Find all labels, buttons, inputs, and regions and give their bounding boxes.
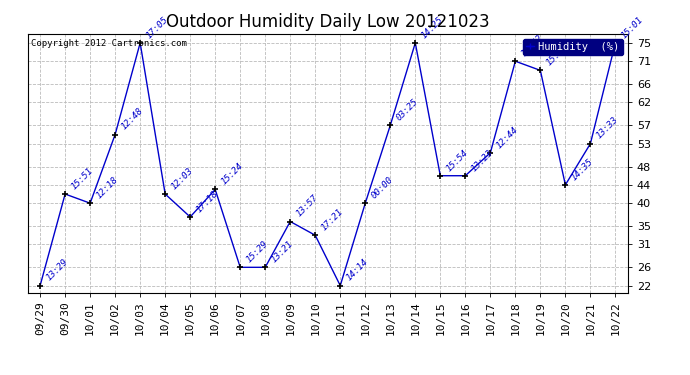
Text: 17:21: 17:21 — [319, 207, 345, 232]
Text: 13:21: 13:21 — [269, 239, 295, 264]
Legend: Humidity  (%): Humidity (%) — [523, 39, 622, 55]
Text: 12:18: 12:18 — [95, 175, 119, 200]
Text: 14:14: 14:14 — [344, 258, 370, 283]
Text: 14:25: 14:25 — [420, 15, 445, 40]
Text: 14:35: 14:35 — [569, 157, 595, 182]
Text: 13:23: 13:23 — [469, 148, 495, 173]
Text: 15:54: 15:54 — [444, 148, 470, 173]
Text: 13:57: 13:57 — [295, 194, 319, 219]
Text: 03:25: 03:25 — [395, 97, 420, 123]
Text: 15:24: 15:24 — [219, 161, 245, 187]
Text: 17:05: 17:05 — [144, 15, 170, 40]
Text: 12:48: 12:48 — [119, 106, 145, 132]
Text: 00:00: 00:00 — [369, 175, 395, 200]
Text: 15:29: 15:29 — [244, 239, 270, 264]
Text: 12:44: 12:44 — [495, 124, 520, 150]
Title: Outdoor Humidity Daily Low 20121023: Outdoor Humidity Daily Low 20121023 — [166, 13, 490, 31]
Text: Copyright 2012 Cartronics.com: Copyright 2012 Cartronics.com — [30, 39, 186, 48]
Text: 15:01: 15:01 — [620, 15, 645, 40]
Text: 15:51: 15:51 — [69, 166, 95, 191]
Text: 17:18: 17:18 — [195, 189, 219, 214]
Text: 12:03: 12:03 — [169, 166, 195, 191]
Text: 12:42: 12:42 — [520, 33, 545, 58]
Text: 13:29: 13:29 — [44, 258, 70, 283]
Text: 13:33: 13:33 — [595, 116, 620, 141]
Text: 15:05: 15:05 — [544, 42, 570, 68]
